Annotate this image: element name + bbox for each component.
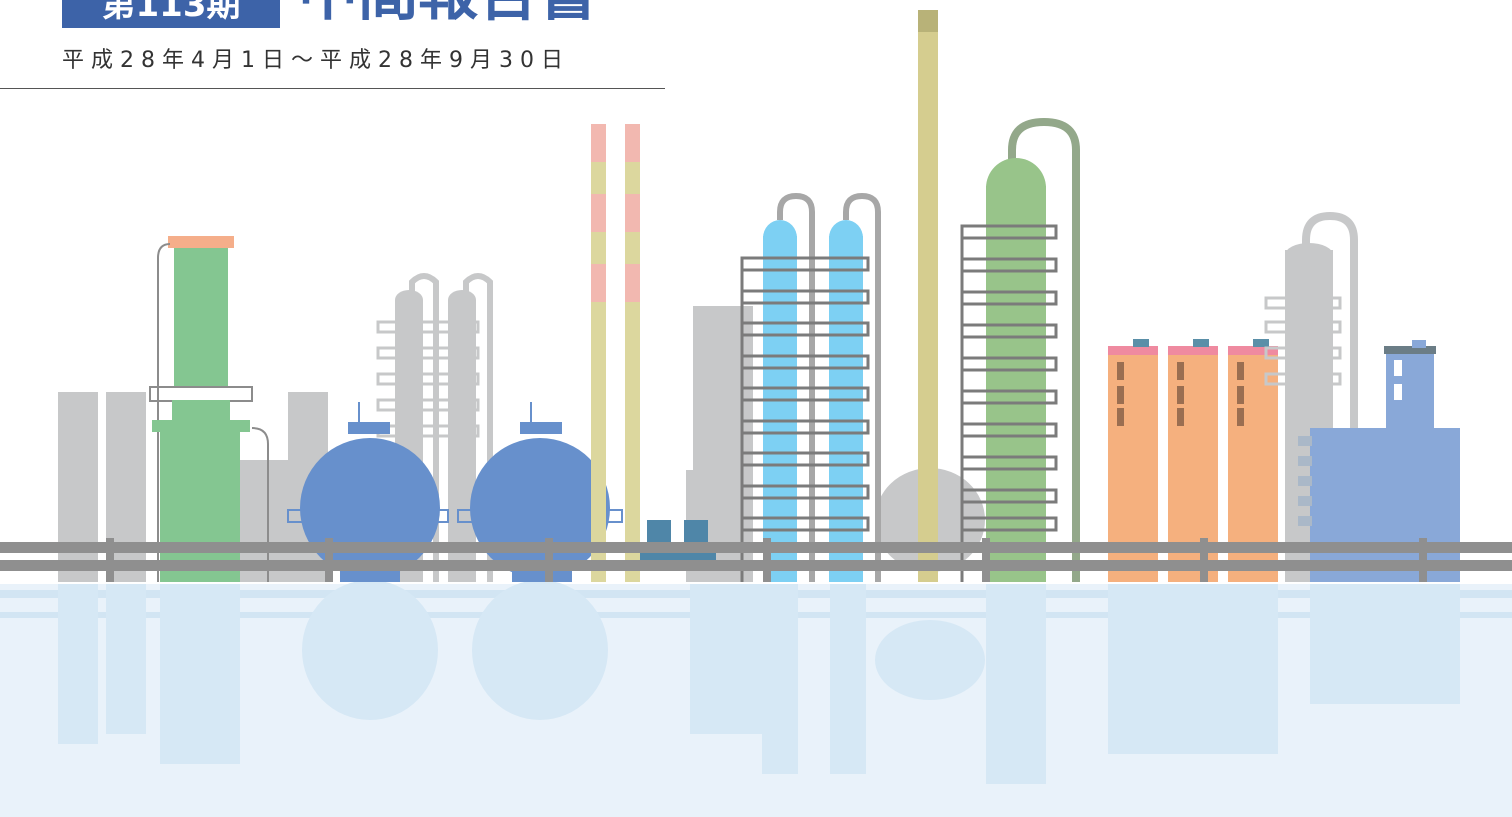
green-reactor-tower xyxy=(149,236,269,582)
term-badge: 第113期 xyxy=(62,0,280,28)
green-distillation-tower xyxy=(960,117,1080,582)
pipeline-rack xyxy=(0,538,1512,582)
tall-chimney xyxy=(918,10,938,582)
pump-units xyxy=(640,520,716,560)
reporting-period: 平成28年4月1日～平成28年9月30日 xyxy=(62,48,570,73)
header-divider xyxy=(0,88,665,89)
striped-chimneys xyxy=(591,124,640,582)
blue-control-building xyxy=(1298,340,1460,582)
water-reflection xyxy=(0,580,1512,817)
page-title: 中間報告書 xyxy=(298,0,598,30)
cyan-distillation-towers xyxy=(740,192,881,582)
grey-tower-right xyxy=(1264,211,1358,582)
